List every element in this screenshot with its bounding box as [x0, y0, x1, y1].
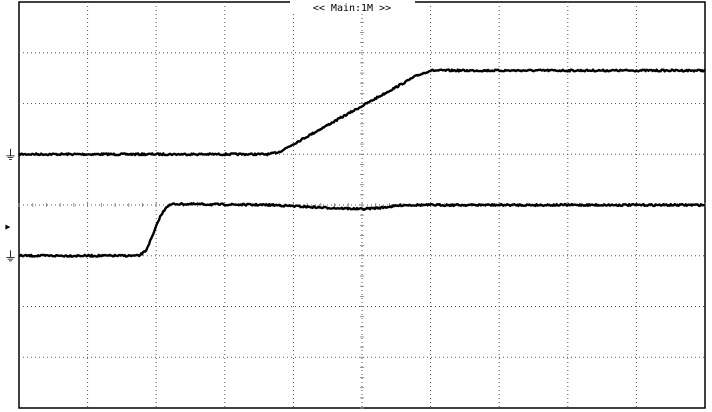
title-background: [290, 0, 415, 14]
chart-title: << Main:1M >>: [313, 3, 391, 14]
channel-marker-3: ⏚: [4, 250, 17, 265]
trace-1: [17, 68, 706, 157]
channel-marker-2: ▸: [4, 219, 12, 234]
traces: [17, 68, 706, 258]
channel-markers: ⏚ ▸ ⏚: [4, 148, 17, 265]
trace-2: [18, 202, 706, 258]
channel-marker-1: ⏚: [4, 148, 17, 163]
